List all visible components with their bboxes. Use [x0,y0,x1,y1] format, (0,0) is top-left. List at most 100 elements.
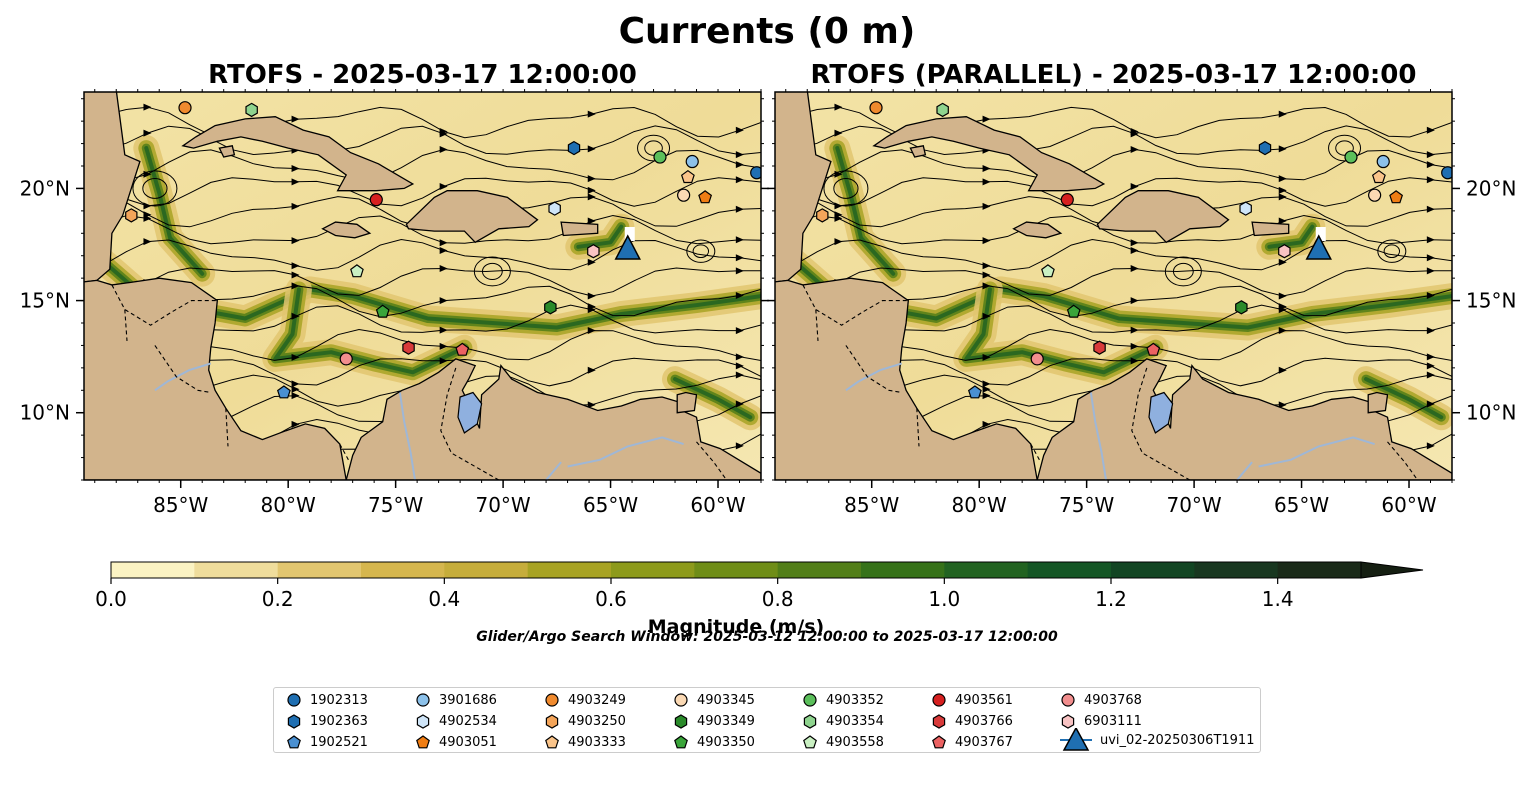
colorbar-segment [1027,562,1112,578]
streamline-arrow [834,103,843,111]
legend-item: 4903558 [802,732,884,752]
legend-item: 1902363 [286,711,368,731]
streamline-arrow [735,362,744,370]
legend-item: 4903249 [544,690,626,710]
country-border [1387,441,1419,480]
x-tick-label: 75°W [1059,493,1114,517]
legend-marker-icon [932,735,946,749]
streamline-arrow [1278,110,1287,118]
streamline-arrow [1278,303,1287,311]
streamline-arrow [587,145,596,153]
streamline-arrow [1426,151,1435,159]
streamline-arrow [1130,246,1139,254]
colorbar-segment [694,562,779,578]
legend: 1902313 1902363 1902521 3901686 4902534 49030… [273,687,1261,753]
streamline-arrow [735,151,744,159]
current-jet [273,287,467,375]
float-marker-4903561 [369,193,383,207]
panel-title: RTOFS (PARALLEL) - 2025-03-17 12:00:00 [811,60,1417,90]
streamline-arrow [735,292,744,300]
streamline-arrow [587,110,596,118]
legend-label: 4903250 [568,713,626,729]
streamline-arrow [982,353,991,361]
streamline-arrow [143,103,152,111]
land-trinidad [676,391,698,414]
x-tick-label: 60°W [1381,493,1436,517]
streamline-arrow [1426,362,1435,370]
streamline-arrow [982,271,991,279]
streamline-arrow [1278,145,1287,153]
streamline-arrow [439,326,448,334]
float-marker-4903249 [869,101,883,115]
streamline-arrow [143,238,152,246]
streamline-arrow [587,186,596,194]
streamline-arrow [1130,239,1139,247]
legend-item: 1902521 [286,732,368,752]
colorbar-segment [944,562,1029,578]
colorbar-segment [527,562,612,578]
legend-marker-icon [416,714,430,729]
glider-marker [614,234,641,260]
country-border [815,309,819,341]
legend-marker-icon [545,735,559,749]
y-tick-label: 15°N [20,289,70,313]
streamline-arrow [1278,292,1287,300]
streamline-arrow [291,353,300,361]
eddy [1383,244,1401,259]
colorbar-tick-label: 1.4 [1262,587,1294,611]
land-jamaica [321,221,372,239]
streamline-arrow [1426,254,1435,262]
colorbar: 0.0 0.2 0.4 0.6 0.8 1.0 1.2 1.4 [95,561,1424,611]
legend-marker-icon [803,693,817,707]
colorbar-segment [444,562,529,578]
legend-marker-icon [674,735,688,749]
streamline-arrow [291,237,300,245]
float-marker-6903111 [587,244,600,259]
float-marker-4903352 [1344,150,1358,164]
eddy [481,262,503,281]
y-tick-label: 10°N [1466,401,1516,425]
streamline-arrow [291,115,300,123]
legend-marker-icon [674,693,688,707]
streamline-arrow [1426,236,1435,244]
streamline-arrow [1278,217,1287,225]
streamline-arrow [834,238,843,246]
streamline-arrow [1426,161,1435,169]
eddy [692,244,710,259]
float-marker-4903767 [1146,342,1161,356]
legend-marker-icon [287,735,301,749]
float-marker-4903345 [677,188,691,202]
streamline-arrow [1426,400,1435,408]
legend-item: 4903561 [931,690,1013,710]
x-tick-label: 80°W [952,493,1007,517]
streamline-arrow [587,258,596,266]
streamline-arrow [291,420,300,428]
streamline-arrow [982,312,991,320]
streamline-arrow [1130,128,1139,136]
y-tick-label: 15°N [1466,289,1516,313]
eddy [833,178,859,199]
land-cuba [872,116,1106,192]
float-marker-4903333 [1371,169,1386,184]
y-tick-label: 10°N [20,401,70,425]
streamline-arrow [587,401,596,409]
streamline-arrow [1278,186,1287,194]
streamline-arrow [1130,297,1139,305]
eddy [142,178,168,199]
streamline-arrow [291,271,300,279]
eddy [637,134,671,162]
float-marker-4903561 [1060,193,1074,207]
legend-item: 4903350 [673,732,755,752]
float-marker-4903558 [350,264,364,278]
float-marker-4903345 [1368,188,1382,202]
legend-item: 4903768 [1060,690,1142,710]
river [1236,461,1253,480]
float-marker-4903350 [1066,304,1081,318]
x-tick-label: 65°W [583,493,638,517]
legend-label: 1902313 [310,692,368,708]
eddy [1328,134,1362,162]
eddy [1377,239,1407,263]
streamline-arrow [735,254,744,262]
streamline-arrow [1426,292,1435,300]
x-tick-label: 80°W [261,493,316,517]
